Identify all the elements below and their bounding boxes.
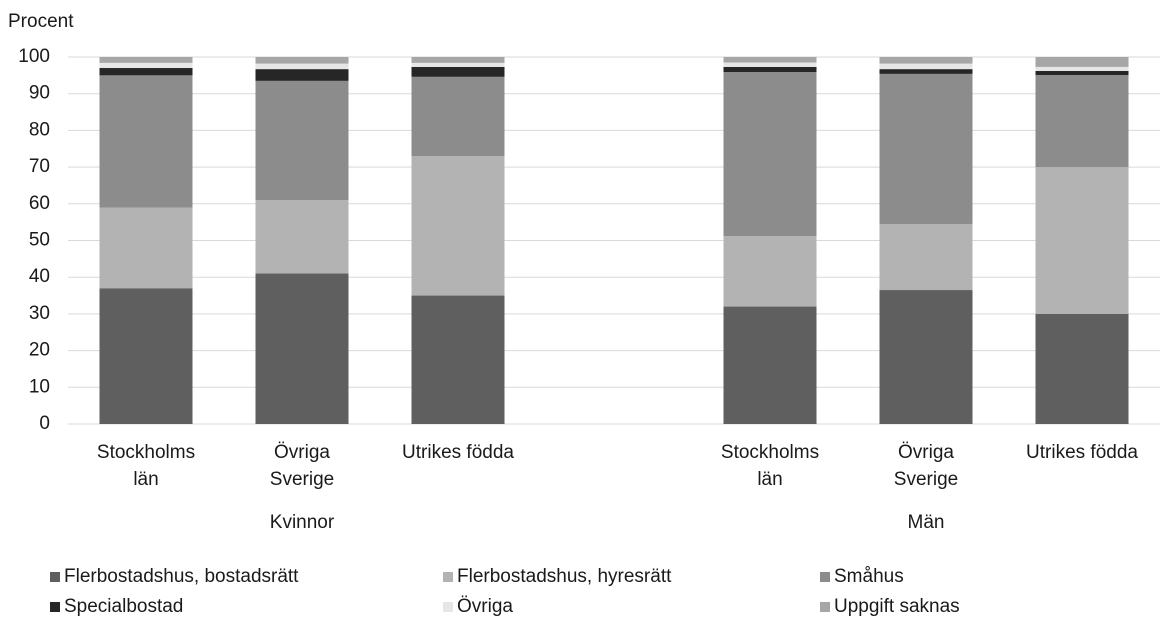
bar-segment xyxy=(411,76,505,157)
bar-segment xyxy=(879,223,973,291)
y-axis-label: Procent xyxy=(8,11,74,32)
bar-segment xyxy=(879,73,973,224)
bar-segment xyxy=(1035,57,1129,67)
x-tick-label: län xyxy=(133,469,158,490)
bar-segment xyxy=(411,156,505,296)
x-tick-label: Stockholms xyxy=(721,442,819,463)
bar-segment xyxy=(255,80,349,201)
bar-segment xyxy=(879,57,973,64)
x-tick-label: län xyxy=(757,469,782,490)
legend-label: Specialbostad xyxy=(64,596,183,617)
x-tick-label: Sverige xyxy=(270,469,334,490)
y-tick-label: 100 xyxy=(18,46,50,67)
bar-segment xyxy=(879,63,973,70)
x-tick-label: Övriga xyxy=(898,442,954,463)
legend-swatch xyxy=(50,602,60,612)
bar-segment xyxy=(411,295,505,424)
bar-segment xyxy=(723,306,817,424)
bar-segment xyxy=(723,57,817,63)
bar-segment xyxy=(411,66,505,77)
y-tick-label: 60 xyxy=(29,193,50,214)
x-tick-label: Övriga xyxy=(274,442,330,463)
legend-label: Småhus xyxy=(834,566,904,587)
bar-segment xyxy=(1035,167,1129,314)
legend-swatch xyxy=(50,572,60,582)
bar-segment xyxy=(1035,70,1129,75)
bar-segment xyxy=(1035,66,1129,71)
bar-segment xyxy=(255,63,349,70)
bar-segment xyxy=(255,200,349,274)
x-tick-label: Utrikes födda xyxy=(1026,442,1138,463)
x-tick-label: Stockholms xyxy=(97,442,195,463)
bar-segment xyxy=(99,68,193,76)
bar-segment xyxy=(723,66,817,73)
bar-segment xyxy=(99,62,193,69)
bar-segment xyxy=(255,273,349,424)
legend-label: Uppgift saknas xyxy=(834,596,960,617)
y-tick-label: 0 xyxy=(39,413,50,434)
bar-segment xyxy=(255,57,349,64)
bar-segment xyxy=(411,57,505,63)
y-tick-label: 90 xyxy=(29,83,50,104)
legend-label: Flerbostadshus, bostadsrätt xyxy=(64,566,299,587)
x-tick-label: Utrikes födda xyxy=(402,442,514,463)
x-tick-label: Sverige xyxy=(894,469,958,490)
legend-swatch xyxy=(820,602,830,612)
bar-segment xyxy=(99,288,193,424)
bar-segment xyxy=(99,57,193,63)
legend-swatch xyxy=(443,572,453,582)
bar-segment xyxy=(879,69,973,74)
group-label: Kvinnor xyxy=(270,512,335,533)
bar-segment xyxy=(879,290,973,424)
y-tick-label: 10 xyxy=(29,376,50,397)
y-tick-label: 30 xyxy=(29,303,50,324)
bar-segment xyxy=(723,236,817,307)
y-tick-label: 40 xyxy=(29,266,50,287)
y-tick-label: 20 xyxy=(29,340,50,361)
bar-segment xyxy=(723,72,817,237)
legend-swatch xyxy=(443,602,453,612)
y-tick-label: 80 xyxy=(29,119,50,140)
bar-segment xyxy=(99,75,193,208)
legend-swatch xyxy=(820,572,830,582)
bar-segment xyxy=(1035,313,1129,424)
bar-segment xyxy=(411,62,505,67)
y-tick-label: 50 xyxy=(29,230,50,251)
legend-label: Övriga xyxy=(457,596,513,617)
legend-label: Flerbostadshus, hyresrätt xyxy=(457,566,672,587)
bar-segment xyxy=(1035,74,1129,168)
bar-segment xyxy=(99,207,193,289)
bar-segment xyxy=(255,69,349,81)
y-tick-label: 70 xyxy=(29,156,50,177)
group-label: Män xyxy=(908,512,945,533)
bar-segment xyxy=(723,62,817,67)
